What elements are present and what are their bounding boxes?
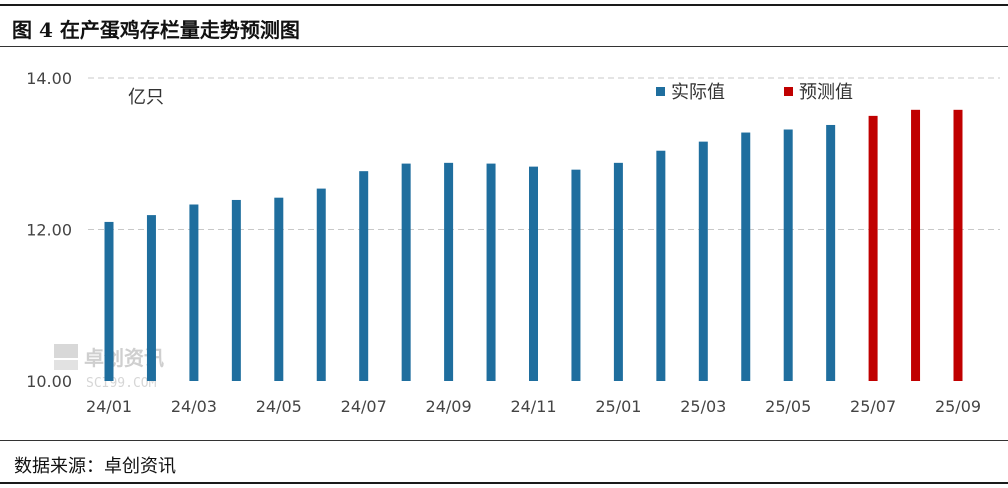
bar-24/09 (444, 162, 454, 381)
y-tick-label: 14.00 (26, 69, 72, 88)
legend-swatch (784, 87, 793, 96)
y-axis-ticks: 10.00 12.00 14.00 (26, 69, 72, 391)
x-tick-label: 24/01 (86, 397, 132, 416)
x-tick-label: 24/09 (426, 397, 472, 416)
bar-24/07 (359, 171, 369, 381)
bar-25/06 (826, 124, 836, 381)
x-tick-label: 25/03 (680, 397, 726, 416)
unit-label: 亿只 (128, 87, 164, 108)
top-border (0, 4, 1008, 6)
bar-25/03 (698, 141, 708, 381)
x-tick-label: 24/03 (171, 397, 217, 416)
legend-label: 实际值 (671, 82, 725, 103)
bar-24/10 (486, 163, 496, 381)
bar-25/04 (741, 132, 751, 381)
watermark-logo-icon (54, 344, 78, 358)
grid-lines (88, 77, 1000, 230)
title-divider (0, 46, 1008, 47)
bar-24/01 (104, 221, 114, 381)
bar-24/08 (401, 163, 411, 381)
chart-title: 图 4 在产蛋鸡存栏量走势预测图 (12, 18, 300, 42)
bar-25/09 (953, 109, 963, 381)
bar-25/05 (783, 129, 793, 381)
x-tick-label: 24/05 (256, 397, 302, 416)
watermark-logo-icon-lower (54, 360, 78, 370)
y-tick-label: 12.00 (26, 221, 72, 240)
x-tick-label: 25/07 (850, 397, 896, 416)
bar-24/04 (231, 199, 241, 381)
legend-swatch (656, 87, 665, 96)
x-tick-label: 25/09 (935, 397, 981, 416)
source-divider (0, 440, 1008, 441)
x-tick-label: 25/01 (595, 397, 641, 416)
bar-24/11 (529, 166, 538, 381)
x-tick-label: 25/05 (765, 397, 811, 416)
legend-label: 预测值 (799, 82, 853, 103)
bar-24/02 (146, 215, 156, 381)
bar-25/02 (656, 150, 666, 381)
x-axis-ticks: 24/01 24/03 24/05 24/07 24/09 24/11 25/01 25/03… (86, 397, 981, 416)
bar-25/07 (868, 115, 878, 381)
bar-24/06 (316, 188, 326, 381)
watermark-subtext: SCI99.COM (86, 376, 157, 391)
legend: 实际值 预测值 (656, 82, 853, 103)
bar-24/12 (571, 169, 581, 381)
x-tick-label: 24/11 (510, 397, 556, 416)
bar-25/08 (911, 109, 921, 381)
y-tick-label: 10.00 (26, 372, 72, 391)
x-tick-label: 24/07 (341, 397, 387, 416)
bottom-border (0, 482, 1008, 484)
bar-25/01 (613, 162, 623, 381)
data-source: 数据来源：卓创资讯 (14, 456, 176, 477)
bar-24/05 (274, 197, 284, 381)
bar-24/03 (189, 204, 199, 381)
bars (104, 109, 963, 381)
